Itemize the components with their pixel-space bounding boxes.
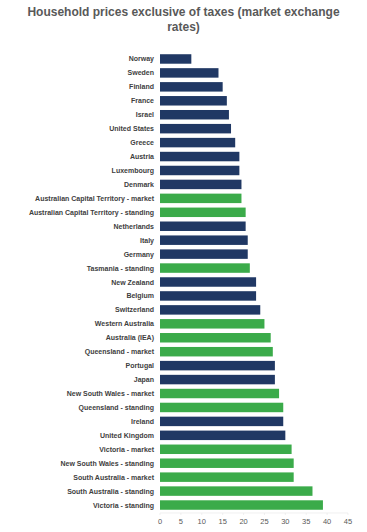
category-label: Switzerland <box>115 306 154 313</box>
tick-mark <box>180 513 181 515</box>
tick-label: 5 <box>179 517 183 526</box>
category-label: Germany <box>124 251 154 259</box>
category-label: Australian Capital Territory - standing <box>29 209 154 217</box>
tick-label: 10 <box>198 517 206 526</box>
bar <box>160 319 264 328</box>
bar <box>160 110 229 119</box>
tick-mark <box>160 513 161 515</box>
category-label: Australian Capital Territory - market <box>35 195 155 203</box>
bar <box>160 500 323 509</box>
bar <box>160 458 294 467</box>
tick-mark <box>201 513 202 515</box>
bar <box>160 208 246 217</box>
tick-label: 40 <box>323 517 331 526</box>
bar <box>160 54 191 63</box>
bar <box>160 194 241 203</box>
tick-mark <box>243 513 244 515</box>
tick-mark <box>222 513 223 515</box>
tick-label: 45 <box>344 517 352 526</box>
category-label: Queensland - market <box>85 348 155 356</box>
category-label: Denmark <box>124 181 154 188</box>
category-label: Victoria - market <box>99 446 154 453</box>
tick-label: 30 <box>281 517 289 526</box>
category-label: Italy <box>140 237 154 245</box>
category-label: South Australia - standing <box>67 488 154 496</box>
tick-label: 25 <box>260 517 268 526</box>
bar <box>160 235 248 244</box>
bar <box>160 403 283 412</box>
category-label: Finland <box>129 83 154 90</box>
category-label: Victoria - standing <box>93 502 154 510</box>
category-label: Luxembourg <box>112 167 154 175</box>
category-label: Belgium <box>126 292 154 300</box>
bar <box>160 82 223 91</box>
category-label: Netherlands <box>114 223 155 230</box>
category-label: South Australia - market <box>73 474 154 481</box>
bar <box>160 277 256 286</box>
category-label: United Kingdom <box>100 432 154 440</box>
category-label: Israel <box>136 111 154 118</box>
bar <box>160 417 283 426</box>
tick-mark <box>264 513 265 515</box>
category-label: Queensland - standing <box>79 404 154 412</box>
category-label: United States <box>109 125 154 132</box>
bar <box>160 347 273 356</box>
bar <box>160 166 239 175</box>
category-label: Austria <box>130 153 154 160</box>
tick-mark <box>348 513 349 515</box>
bar <box>160 486 312 495</box>
bar <box>160 96 227 105</box>
category-label: New South Wales - market <box>67 390 155 397</box>
tick-label: 15 <box>218 517 226 526</box>
bar <box>160 445 292 454</box>
bar <box>160 124 231 133</box>
bar <box>160 305 260 314</box>
bar <box>160 431 285 440</box>
bar <box>160 389 279 398</box>
bar <box>160 333 271 342</box>
category-label: Norway <box>129 55 154 63</box>
category-label: Ireland <box>131 418 154 425</box>
tick-label: 35 <box>302 517 310 526</box>
category-label: Greece <box>130 139 154 146</box>
bar <box>160 152 239 161</box>
category-label: Japan <box>134 376 154 384</box>
tick-mark <box>285 513 286 515</box>
category-label: Sweden <box>128 69 154 76</box>
category-label: Australia (IEA) <box>106 334 154 342</box>
bar <box>160 68 218 77</box>
category-label: Tasmania - standing <box>87 265 154 273</box>
bar <box>160 375 275 384</box>
tick-label: 0 <box>158 517 162 526</box>
category-label: Western Australia <box>95 320 154 327</box>
category-label: France <box>131 97 154 104</box>
category-label: New Zealand <box>111 279 154 286</box>
chart-title: Household prices exclusive of taxes (mar… <box>27 5 339 34</box>
bar <box>160 180 241 189</box>
bar <box>160 361 275 370</box>
category-label: New South Wales - standing <box>61 460 154 468</box>
bar <box>160 138 235 147</box>
chart-container: Household prices exclusive of taxes (mar… <box>0 0 367 532</box>
category-labels: Norway Sweden Finland France Israel United St… <box>29 55 155 509</box>
axis-line <box>160 513 348 514</box>
bar <box>160 222 246 231</box>
tick-mark <box>306 513 307 515</box>
bars <box>160 54 323 510</box>
bar <box>160 263 250 272</box>
bar <box>160 249 248 258</box>
bar <box>160 472 294 481</box>
category-label: Portugal <box>126 362 154 370</box>
bar <box>160 291 256 300</box>
tick-label: 20 <box>239 517 247 526</box>
x-axis: 0 5 10 15 20 25 30 35 40 45 <box>158 513 352 526</box>
tick-mark <box>327 513 328 515</box>
chart-svg: Household prices exclusive of taxes (mar… <box>0 0 367 532</box>
